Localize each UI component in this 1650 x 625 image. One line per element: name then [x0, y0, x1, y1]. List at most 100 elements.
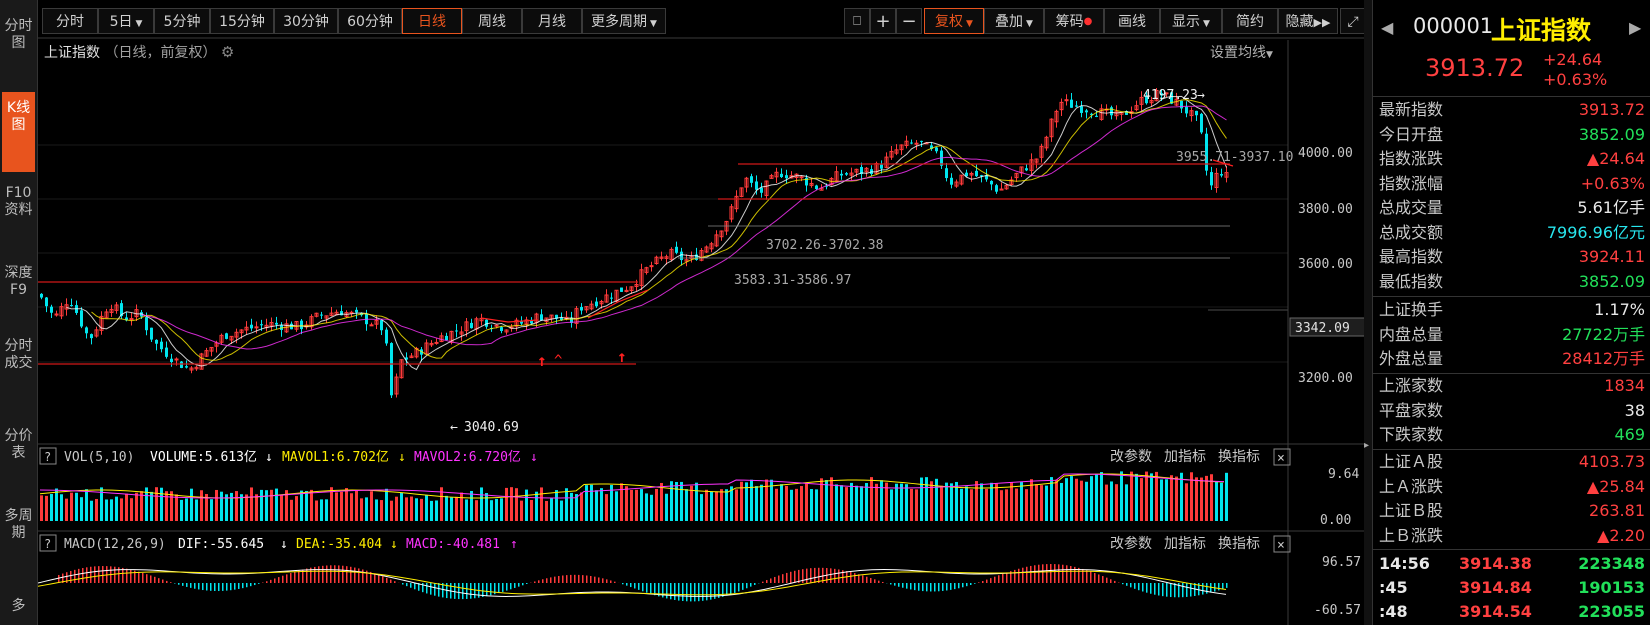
ma-settings-button[interactable]: 设置均线▼ [1210, 45, 1273, 61]
price-change: +24.64 [1543, 50, 1603, 69]
volume-bar [305, 490, 308, 521]
period-15min[interactable]: 15分钟 [210, 8, 274, 34]
help-box[interactable] [39, 447, 57, 465]
volume-bar [890, 489, 893, 521]
gear-icon[interactable]: ⚙ [220, 43, 235, 61]
period-monthly[interactable]: 月线 [522, 8, 582, 34]
volume-bar [80, 497, 83, 521]
kline-chart[interactable]: 4000.00 3800.00 3600.00 3200.00 3342.09 … [38, 0, 1372, 625]
macd-bar [1210, 583, 1212, 593]
candle-body [805, 177, 808, 186]
display-button[interactable]: 显示 ▼ [1160, 8, 1222, 34]
high-annotation: 4197.23 [1143, 88, 1198, 103]
help-box[interactable] [39, 534, 57, 552]
macd-bar [1038, 564, 1040, 583]
candle-body [634, 284, 639, 287]
quote-breadth: 上涨家数 1834 平盘家数 38 下跌家数 469 [1373, 374, 1650, 448]
macd-bar [470, 583, 472, 599]
period-daily[interactable]: 日线 [402, 8, 462, 34]
candle-body [825, 185, 828, 187]
fullscreen-button[interactable]: ⤢ [1340, 8, 1366, 34]
volume-bar [910, 488, 913, 521]
macd-bar [282, 575, 284, 583]
macd-bar [454, 583, 456, 599]
period-30min[interactable]: 30分钟 [274, 8, 338, 34]
arrow-down-icon: ↓ [280, 537, 288, 552]
switch-indicator-link[interactable]: 换指标 [1218, 448, 1260, 465]
candle-body [300, 320, 303, 330]
macd-bar [426, 583, 428, 594]
nav-kline[interactable]: K线图 [2, 92, 35, 172]
volume-bar [1050, 477, 1053, 521]
close-panel-button[interactable] [1273, 448, 1291, 466]
switch-indicator-link[interactable]: 换指标 [1218, 535, 1260, 552]
hide-panel-button[interactable]: 隐藏▶▶ [1278, 8, 1338, 34]
nav-more[interactable]: 多 [11, 598, 26, 614]
period-60min[interactable]: 60分钟 [338, 8, 402, 34]
overlay-button[interactable]: 叠加 ▼ [984, 8, 1044, 34]
candle-body [965, 172, 968, 177]
volume-bar [1140, 478, 1143, 521]
macd-bar [770, 578, 772, 583]
period-5min[interactable]: 5分钟 [154, 8, 210, 34]
next-stock-button[interactable]: ▶ [1629, 18, 1641, 37]
period-fenshi[interactable]: 分时 [42, 8, 98, 34]
chips-button[interactable]: 筹码● [1044, 8, 1104, 34]
quote-row: 内盘总量 27722万手 [1379, 323, 1645, 347]
volume-bar [1075, 478, 1078, 521]
volume-bar [975, 481, 978, 521]
volume-bar [1155, 471, 1158, 521]
volume-bar [1105, 484, 1108, 521]
period-more[interactable]: 更多周期 ▼ [582, 8, 666, 34]
macd-bar [994, 576, 996, 583]
period-5day[interactable]: 5日 ▼ [98, 8, 154, 34]
nav-multi-period[interactable]: 多周期 [4, 508, 33, 541]
candle-body [380, 320, 383, 331]
close-panel-button[interactable] [1273, 535, 1291, 553]
nav-fenshi[interactable]: 分时图 [4, 18, 33, 51]
nav-tick-trades[interactable]: 分时成交 [4, 338, 33, 371]
macd-bar [1054, 564, 1056, 583]
simple-mode-button[interactable]: 简约 [1222, 8, 1278, 34]
panel-divider[interactable]: ▸ [1364, 0, 1372, 625]
draw-line-button[interactable]: 画线 [1104, 8, 1160, 34]
macd-bar [554, 576, 556, 583]
macd-bar [78, 568, 80, 583]
macd-bar [682, 583, 684, 601]
candle-body [639, 269, 644, 287]
chevron-down-icon: ▼ [1026, 19, 1033, 29]
double-chevron-right-icon: ▶▶ [1313, 16, 1331, 29]
add-indicator-link[interactable]: 加指标 [1164, 449, 1206, 465]
prev-stock-button[interactable]: ◀ [1381, 18, 1393, 37]
period-weekly[interactable]: 周线 [462, 8, 522, 34]
volume-bar [520, 500, 523, 521]
volume-bar [290, 499, 293, 521]
macd-bar [1106, 577, 1108, 583]
zoom-in-button[interactable]: + [870, 8, 896, 34]
add-indicator-link[interactable]: 加指标 [1164, 536, 1206, 552]
nav-depth[interactable]: 深度F9 [4, 265, 33, 298]
macd-bar [1006, 572, 1008, 583]
macd-bar [774, 576, 776, 583]
lock-button[interactable]: ⎕ [844, 8, 870, 34]
nav-f10[interactable]: F10资料 [4, 185, 33, 218]
quote-panel: ◀ 000001 上证指数 ▶ 3913.72 +24.64 +0.63% 最新… [1372, 0, 1650, 625]
range-annotation: 3702.26-3702.38 [766, 238, 883, 253]
macd-bar [302, 569, 304, 583]
volume-bar [695, 482, 698, 521]
candle-body [1154, 89, 1159, 102]
volume-bar [675, 481, 678, 521]
quote-row-label: 最低指数 [1379, 271, 1444, 291]
candle-body [1044, 136, 1049, 149]
quote-row-value: 38 [1624, 400, 1645, 420]
change-params-link[interactable]: 改参数 [1110, 448, 1152, 465]
nav-price-table[interactable]: 分价表 [4, 428, 33, 461]
quote-row-label: 下跌家数 [1379, 425, 1444, 444]
change-params-link[interactable]: 改参数 [1110, 535, 1152, 552]
macd-bar [1226, 583, 1228, 588]
zoom-out-button[interactable]: − [896, 8, 922, 34]
candle-body [959, 174, 964, 185]
macd-bar [910, 583, 912, 590]
macd-bar [1098, 574, 1100, 583]
fuquan-button[interactable]: 复权 ▼ [924, 8, 984, 34]
